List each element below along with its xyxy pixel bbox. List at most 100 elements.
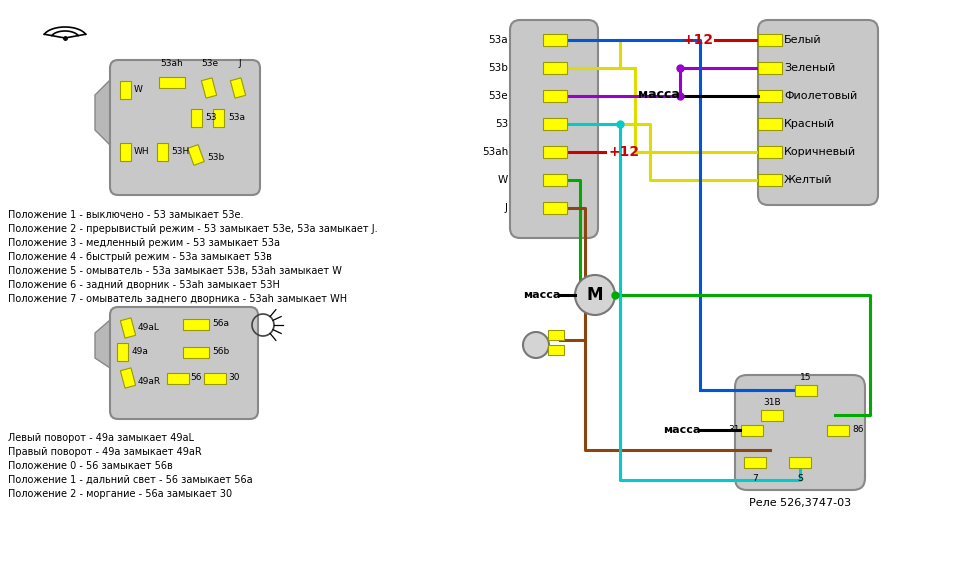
Bar <box>159 76 185 87</box>
Bar <box>543 174 567 186</box>
Bar <box>543 146 567 158</box>
Text: 56: 56 <box>190 373 202 383</box>
Bar <box>543 90 567 102</box>
FancyBboxPatch shape <box>758 20 878 205</box>
Text: Положение 6 - задний дворник - 53ah замыкает 53H: Положение 6 - задний дворник - 53ah замы… <box>8 280 280 290</box>
Text: Положение 5 - омыватель - 53а замыкает 53в, 53ah замыкает W: Положение 5 - омыватель - 53а замыкает 5… <box>8 266 342 276</box>
Text: Белый: Белый <box>784 35 822 45</box>
Text: масса: масса <box>662 425 700 435</box>
Text: +12: +12 <box>683 33 713 47</box>
Text: Положение 1 - дальний свет - 56 замыкает 56а: Положение 1 - дальний свет - 56 замыкает… <box>8 475 252 485</box>
Text: 31B: 31B <box>763 398 780 407</box>
Bar <box>120 368 135 388</box>
Polygon shape <box>95 320 110 368</box>
Bar <box>167 372 189 383</box>
Text: Зеленый: Зеленый <box>784 63 835 73</box>
Bar <box>548 345 564 355</box>
Text: Желтый: Желтый <box>784 175 832 185</box>
Bar <box>548 330 564 340</box>
Text: Положение 1 - выключено - 53 замыкает 53е.: Положение 1 - выключено - 53 замыкает 53… <box>8 210 244 220</box>
Text: Фиолетовый: Фиолетовый <box>784 91 857 101</box>
Text: +12: +12 <box>608 145 639 159</box>
Text: 86: 86 <box>852 425 863 435</box>
FancyBboxPatch shape <box>510 20 598 238</box>
Text: W: W <box>134 86 143 94</box>
Bar <box>543 202 567 214</box>
Text: 30: 30 <box>228 373 239 383</box>
Bar <box>188 144 204 165</box>
FancyBboxPatch shape <box>110 60 260 195</box>
Text: 49a: 49a <box>132 347 149 357</box>
Text: Красный: Красный <box>784 119 835 129</box>
Text: Правый поворот - 49а замыкает 49aR: Правый поворот - 49а замыкает 49aR <box>8 447 202 457</box>
Bar <box>758 62 782 74</box>
Text: 7: 7 <box>752 474 757 483</box>
Bar <box>119 81 131 99</box>
Text: 49aL: 49aL <box>138 324 160 332</box>
Bar <box>119 143 131 161</box>
Bar <box>116 343 128 361</box>
Circle shape <box>523 332 549 358</box>
Bar <box>741 424 763 435</box>
Polygon shape <box>95 80 110 145</box>
Text: 53ah: 53ah <box>160 59 183 68</box>
Text: Положение 2 - моргание - 56а замыкает 30: Положение 2 - моргание - 56а замыкает 30 <box>8 489 232 499</box>
Bar <box>202 78 217 98</box>
Text: Положение 3 - медленный режим - 53 замыкает 53а: Положение 3 - медленный режим - 53 замык… <box>8 238 280 248</box>
Text: 53b: 53b <box>207 153 225 161</box>
Text: 53H: 53H <box>171 147 189 157</box>
Text: J: J <box>239 59 241 68</box>
Bar <box>758 146 782 158</box>
Text: 53: 53 <box>494 119 508 129</box>
Text: S: S <box>797 474 803 483</box>
Bar <box>156 143 167 161</box>
Bar <box>543 34 567 46</box>
Text: Коричневый: Коричневый <box>784 147 856 157</box>
Bar <box>183 318 209 329</box>
Text: Положение 2 - прерывистый режим - 53 замыкает 53е, 53а замыкает J.: Положение 2 - прерывистый режим - 53 зам… <box>8 224 377 234</box>
Bar <box>120 318 135 338</box>
Text: 56b: 56b <box>212 347 229 357</box>
Bar <box>183 346 209 358</box>
Text: Положение 0 - 56 замыкает 56в: Положение 0 - 56 замыкает 56в <box>8 461 173 471</box>
Text: 53e: 53e <box>489 91 508 101</box>
Text: Левый поворот - 49а замыкает 49aL: Левый поворот - 49а замыкает 49aL <box>8 433 194 443</box>
Text: WH: WH <box>134 147 150 157</box>
Text: W: W <box>497 175 508 185</box>
FancyBboxPatch shape <box>735 375 865 490</box>
Text: 15: 15 <box>801 373 812 382</box>
Bar <box>543 62 567 74</box>
Text: 53: 53 <box>205 113 217 123</box>
Bar <box>212 109 224 127</box>
Text: M: M <box>587 286 603 304</box>
Bar <box>827 424 849 435</box>
Bar <box>758 34 782 46</box>
Text: 53a: 53a <box>228 113 245 123</box>
Bar <box>789 457 811 468</box>
Text: Положение 4 - быстрый режим - 53а замыкает 53в: Положение 4 - быстрый режим - 53а замыка… <box>8 252 272 262</box>
Text: 49aR: 49aR <box>138 376 161 386</box>
Bar <box>744 457 766 468</box>
Bar <box>204 372 226 383</box>
Circle shape <box>575 275 615 315</box>
Text: масса: масса <box>522 290 560 300</box>
Bar <box>795 384 817 395</box>
Text: 53e: 53e <box>202 59 219 68</box>
FancyBboxPatch shape <box>110 307 258 419</box>
Text: Положение 7 - омыватель заднего дворника - 53ah замыкает WH: Положение 7 - омыватель заднего дворника… <box>8 294 348 304</box>
Text: 53b: 53b <box>488 63 508 73</box>
Text: 31: 31 <box>729 425 740 435</box>
Bar <box>758 90 782 102</box>
Bar <box>758 174 782 186</box>
Bar <box>190 109 202 127</box>
Text: 53ah: 53ah <box>482 147 508 157</box>
Text: J: J <box>505 203 508 213</box>
Bar <box>758 118 782 130</box>
Bar <box>543 118 567 130</box>
Bar <box>230 78 246 98</box>
Text: Реле 526,3747-03: Реле 526,3747-03 <box>749 498 852 508</box>
Text: 56a: 56a <box>212 320 229 328</box>
Text: масса: масса <box>638 88 680 102</box>
Text: 53a: 53a <box>489 35 508 45</box>
Bar <box>761 409 783 421</box>
